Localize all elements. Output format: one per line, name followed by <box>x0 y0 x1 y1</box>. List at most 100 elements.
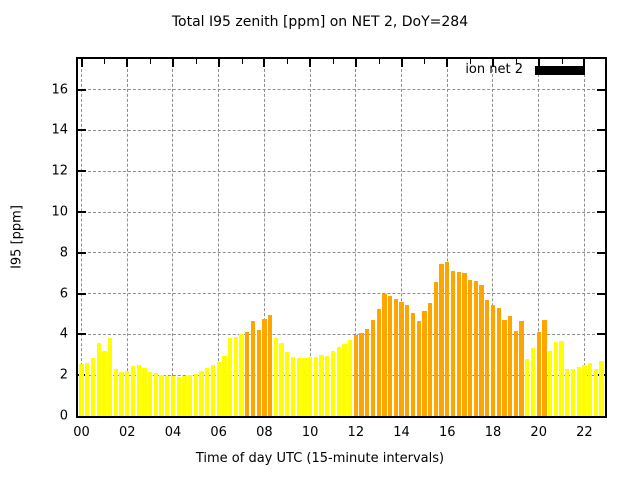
y-tick-label: 2 <box>59 367 68 383</box>
bar <box>187 375 193 416</box>
y-major-tick-right <box>597 333 605 336</box>
x-major-tick-top <box>309 59 312 67</box>
bar <box>473 281 478 416</box>
x-minor-tick-top <box>424 59 426 64</box>
bar <box>490 304 496 416</box>
x-minor-tick-top <box>561 59 563 64</box>
y-tick-label: 10 <box>51 204 68 220</box>
bar <box>542 320 547 416</box>
bar <box>445 261 450 416</box>
y-major-tick-left <box>78 292 86 295</box>
x-major-tick-top <box>446 59 449 67</box>
x-tick-label: 12 <box>347 425 365 440</box>
bar <box>599 360 604 416</box>
bar <box>250 321 256 416</box>
y-major-tick-right <box>597 251 605 254</box>
bar <box>507 316 513 416</box>
bar <box>422 310 427 416</box>
bar <box>273 338 278 416</box>
x-gridline <box>355 59 357 416</box>
bar <box>256 330 261 416</box>
legend-label: ion net 2 <box>465 62 523 77</box>
y-gridline <box>78 333 605 335</box>
bar <box>393 298 398 416</box>
x-tick-label: 08 <box>256 425 273 440</box>
x-gridline <box>126 59 128 416</box>
x-minor-tick-top <box>515 59 517 64</box>
x-gridline <box>492 59 494 416</box>
bar <box>96 342 101 416</box>
x-minor-tick-top <box>150 59 152 64</box>
bar <box>330 350 336 416</box>
x-tick-label: 14 <box>393 425 410 440</box>
bar <box>553 341 558 416</box>
x-major-tick-top <box>583 59 586 67</box>
y-axis-title: I95 [ppm] <box>9 205 25 269</box>
bar <box>119 372 124 416</box>
bar <box>296 357 301 416</box>
bar <box>279 342 284 416</box>
bar <box>467 280 473 416</box>
y-major-tick-right <box>597 129 605 132</box>
bar <box>130 366 136 416</box>
y-major-tick-right <box>597 211 605 213</box>
bar <box>205 368 210 416</box>
y-major-tick-right <box>597 292 605 295</box>
bar <box>245 332 250 416</box>
bar <box>307 357 313 416</box>
x-gridline <box>401 59 403 416</box>
bar <box>153 373 158 416</box>
bar <box>502 319 507 416</box>
bar <box>159 375 164 416</box>
bar <box>593 369 598 416</box>
y-gridline <box>78 252 605 254</box>
x-major-tick-top <box>171 59 174 67</box>
bar <box>336 346 341 416</box>
y-major-tick-right <box>597 88 605 91</box>
y-tick-label: 4 <box>59 326 68 342</box>
bar <box>485 299 490 416</box>
bar <box>405 304 410 416</box>
bar <box>365 329 370 416</box>
y-major-tick-left <box>78 170 86 173</box>
x-gridline <box>81 59 83 416</box>
y-tick-label: 12 <box>51 163 68 179</box>
bar <box>239 334 244 416</box>
bar <box>519 321 524 416</box>
bar <box>102 350 107 416</box>
bar <box>433 282 438 416</box>
bar <box>530 347 536 416</box>
x-gridline <box>446 59 448 416</box>
bar <box>313 356 318 416</box>
x-gridline <box>218 59 220 416</box>
x-tick-label: 10 <box>301 425 319 440</box>
x-minor-tick-top <box>378 59 380 64</box>
y-tick-label: 16 <box>51 82 68 98</box>
y-gridline <box>78 211 605 213</box>
y-major-tick-right <box>597 170 605 173</box>
bar <box>319 354 324 416</box>
bar <box>427 302 433 416</box>
bar <box>193 374 198 416</box>
y-major-tick-left <box>78 333 86 336</box>
x-major-tick-top <box>354 59 357 67</box>
bar <box>410 312 416 416</box>
bar <box>90 357 96 416</box>
x-minor-tick-top <box>241 59 243 64</box>
bar <box>285 351 290 416</box>
chart-title: Total I95 zenith [ppm] on NET 2, DoY=284 <box>171 14 469 30</box>
y-tick-label: 8 <box>59 245 68 261</box>
bar <box>125 371 130 416</box>
bar <box>376 308 381 416</box>
bar <box>176 377 181 416</box>
y-tick-label: 6 <box>59 286 68 302</box>
bar <box>136 365 141 416</box>
x-tick-label: 04 <box>164 425 182 440</box>
y-major-tick-left <box>78 88 86 91</box>
x-minor-tick-top <box>104 59 106 64</box>
bar <box>267 315 273 416</box>
x-axis-title: Time of day UTC (15-minute intervals) <box>195 451 445 466</box>
x-gridline <box>538 59 540 416</box>
y-gridline <box>78 374 605 376</box>
bar <box>353 335 358 416</box>
